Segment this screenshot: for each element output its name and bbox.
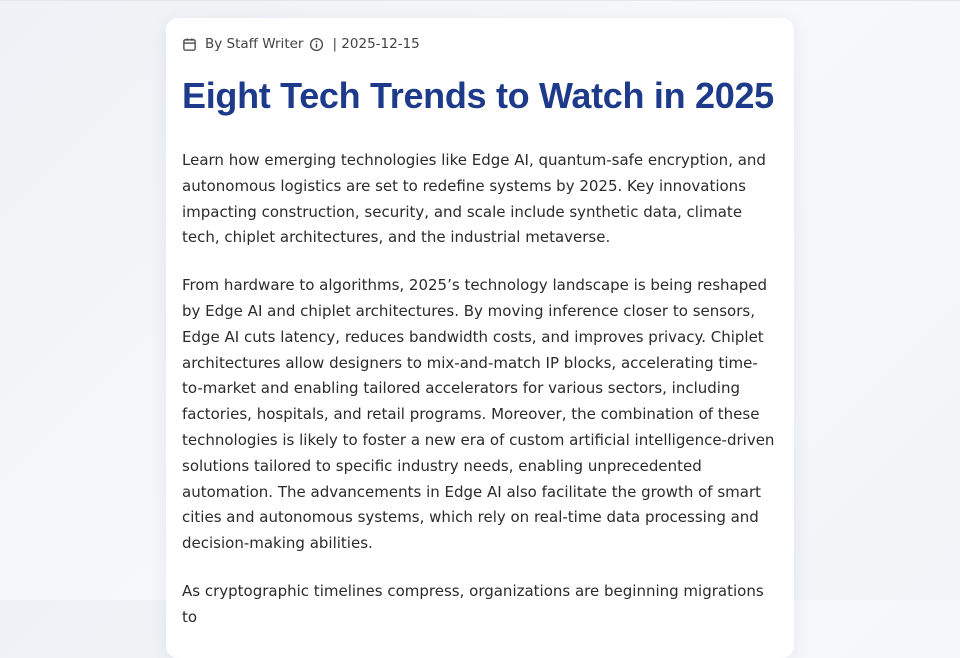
article-title: Eight Tech Trends to Watch in 2025	[182, 75, 774, 116]
info-icon	[310, 37, 324, 51]
page: By Staff Writer | 2025-12-15 Eight Tech …	[0, 0, 960, 626]
paragraph: From hardware to algorithms, 2025’s tech…	[182, 276, 775, 553]
article-body: Learn how emerging technologies like Edg…	[182, 148, 778, 631]
paragraph: As cryptographic timelines compress, org…	[182, 581, 764, 626]
paragraph: Learn how emerging technologies like Edg…	[182, 151, 766, 247]
article-card: By Staff Writer | 2025-12-15 Eight Tech …	[166, 18, 794, 658]
calendar-icon	[183, 37, 196, 51]
date: | 2025-12-15	[332, 36, 420, 52]
article-meta: By Staff Writer | 2025-12-15	[182, 34, 778, 54]
author: By Staff Writer	[205, 36, 304, 52]
